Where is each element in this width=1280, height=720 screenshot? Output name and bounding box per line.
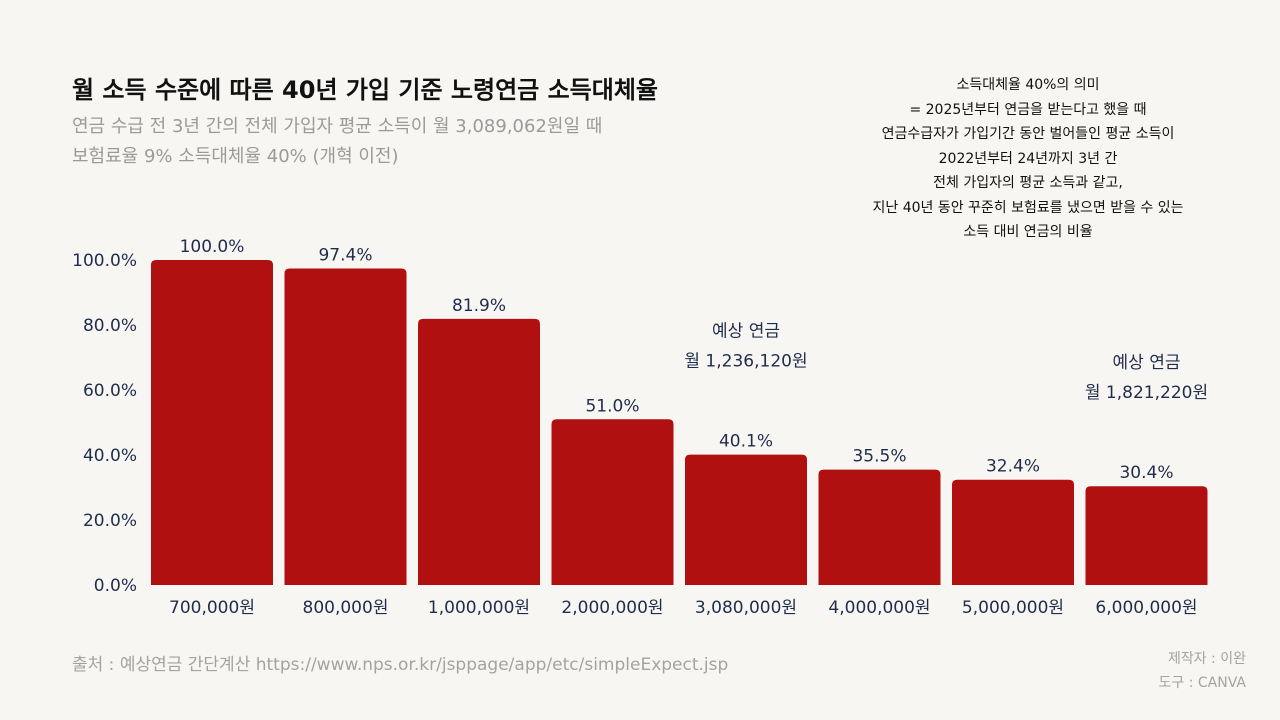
x-tick-label: 3,080,000원	[695, 598, 797, 618]
author-credit: 제작자 : 이완	[1167, 651, 1246, 667]
explanation-note: 소득대체율 40%의 의미 = 2025년부터 연금을 받는다고 했을 때 연금…	[820, 73, 1236, 245]
annotation-label: 예상 연금	[712, 322, 780, 342]
x-tick-label: 1,000,000원	[428, 598, 530, 618]
note-line: 소득 대비 연금의 비율	[963, 224, 1093, 240]
chart-title: 월 소득 수준에 따른 40년 가입 기준 노령연금 소득대체율	[72, 76, 659, 104]
tool-credit: 도구 : CANVA	[1158, 675, 1246, 691]
value-label: 100.0%	[180, 237, 245, 257]
value-label: 40.1%	[719, 432, 773, 452]
y-tick-label: 80.0%	[83, 316, 137, 336]
note-line: 소득대체율 40%의 의미	[956, 77, 1100, 93]
bar	[284, 268, 407, 585]
value-label: 97.4%	[318, 245, 372, 265]
bar	[418, 318, 540, 585]
y-tick-label: 100.0%	[72, 251, 137, 271]
value-label: 32.4%	[986, 457, 1040, 477]
x-tick-label: 5,000,000원	[962, 598, 1064, 618]
bar	[952, 479, 1074, 585]
note-line: 연금수급자가 가입기간 동안 벌어들인 평균 소득이	[881, 126, 1175, 142]
y-tick-label: 40.0%	[83, 446, 137, 466]
annotation-label: 월 1,821,220원	[1085, 383, 1208, 403]
chart-subtitle-line-1: 연금 수급 전 3년 간의 전체 가입자 평균 소득이 월 3,089,062원…	[72, 116, 603, 137]
note-line: = 2025년부터 연금을 받는다고 했을 때	[909, 101, 1147, 118]
x-tick-label: 2,000,000원	[561, 598, 663, 618]
x-tick-label: 4,000,000원	[828, 598, 930, 618]
chart-subtitle-line-2: 보험료율 9% 소득대체율 40% (개혁 이전)	[72, 146, 399, 167]
bar	[151, 260, 273, 585]
source-citation: 출처 : 예상연금 간단계산 https://www.nps.or.kr/jsp…	[72, 655, 729, 675]
value-label: 35.5%	[852, 447, 906, 467]
note-line: 2022년부터 24년까지 3년 간	[938, 150, 1118, 167]
value-label: 51.0%	[585, 396, 639, 416]
annotation-label: 예상 연금	[1113, 353, 1181, 373]
y-tick-label: 60.0%	[83, 381, 137, 401]
x-tick-label: 800,000원	[303, 598, 389, 618]
note-line: 지난 40년 동안 꾸준히 보험료를 냈으면 받을 수 있는	[872, 199, 1184, 216]
annotation-label: 월 1,236,120원	[684, 352, 807, 372]
y-tick-label: 20.0%	[83, 511, 137, 531]
bar	[551, 419, 674, 585]
x-tick-label: 700,000원	[169, 598, 255, 618]
bar	[818, 469, 941, 585]
x-tick-label: 6,000,000원	[1095, 598, 1197, 618]
bar	[1085, 486, 1208, 585]
y-tick-label: 0.0%	[94, 576, 137, 596]
bar	[685, 454, 807, 585]
value-label: 81.9%	[452, 296, 506, 316]
value-label: 30.4%	[1119, 463, 1173, 483]
note-line: 전체 가입자의 평균 소득과 같고,	[933, 175, 1123, 191]
